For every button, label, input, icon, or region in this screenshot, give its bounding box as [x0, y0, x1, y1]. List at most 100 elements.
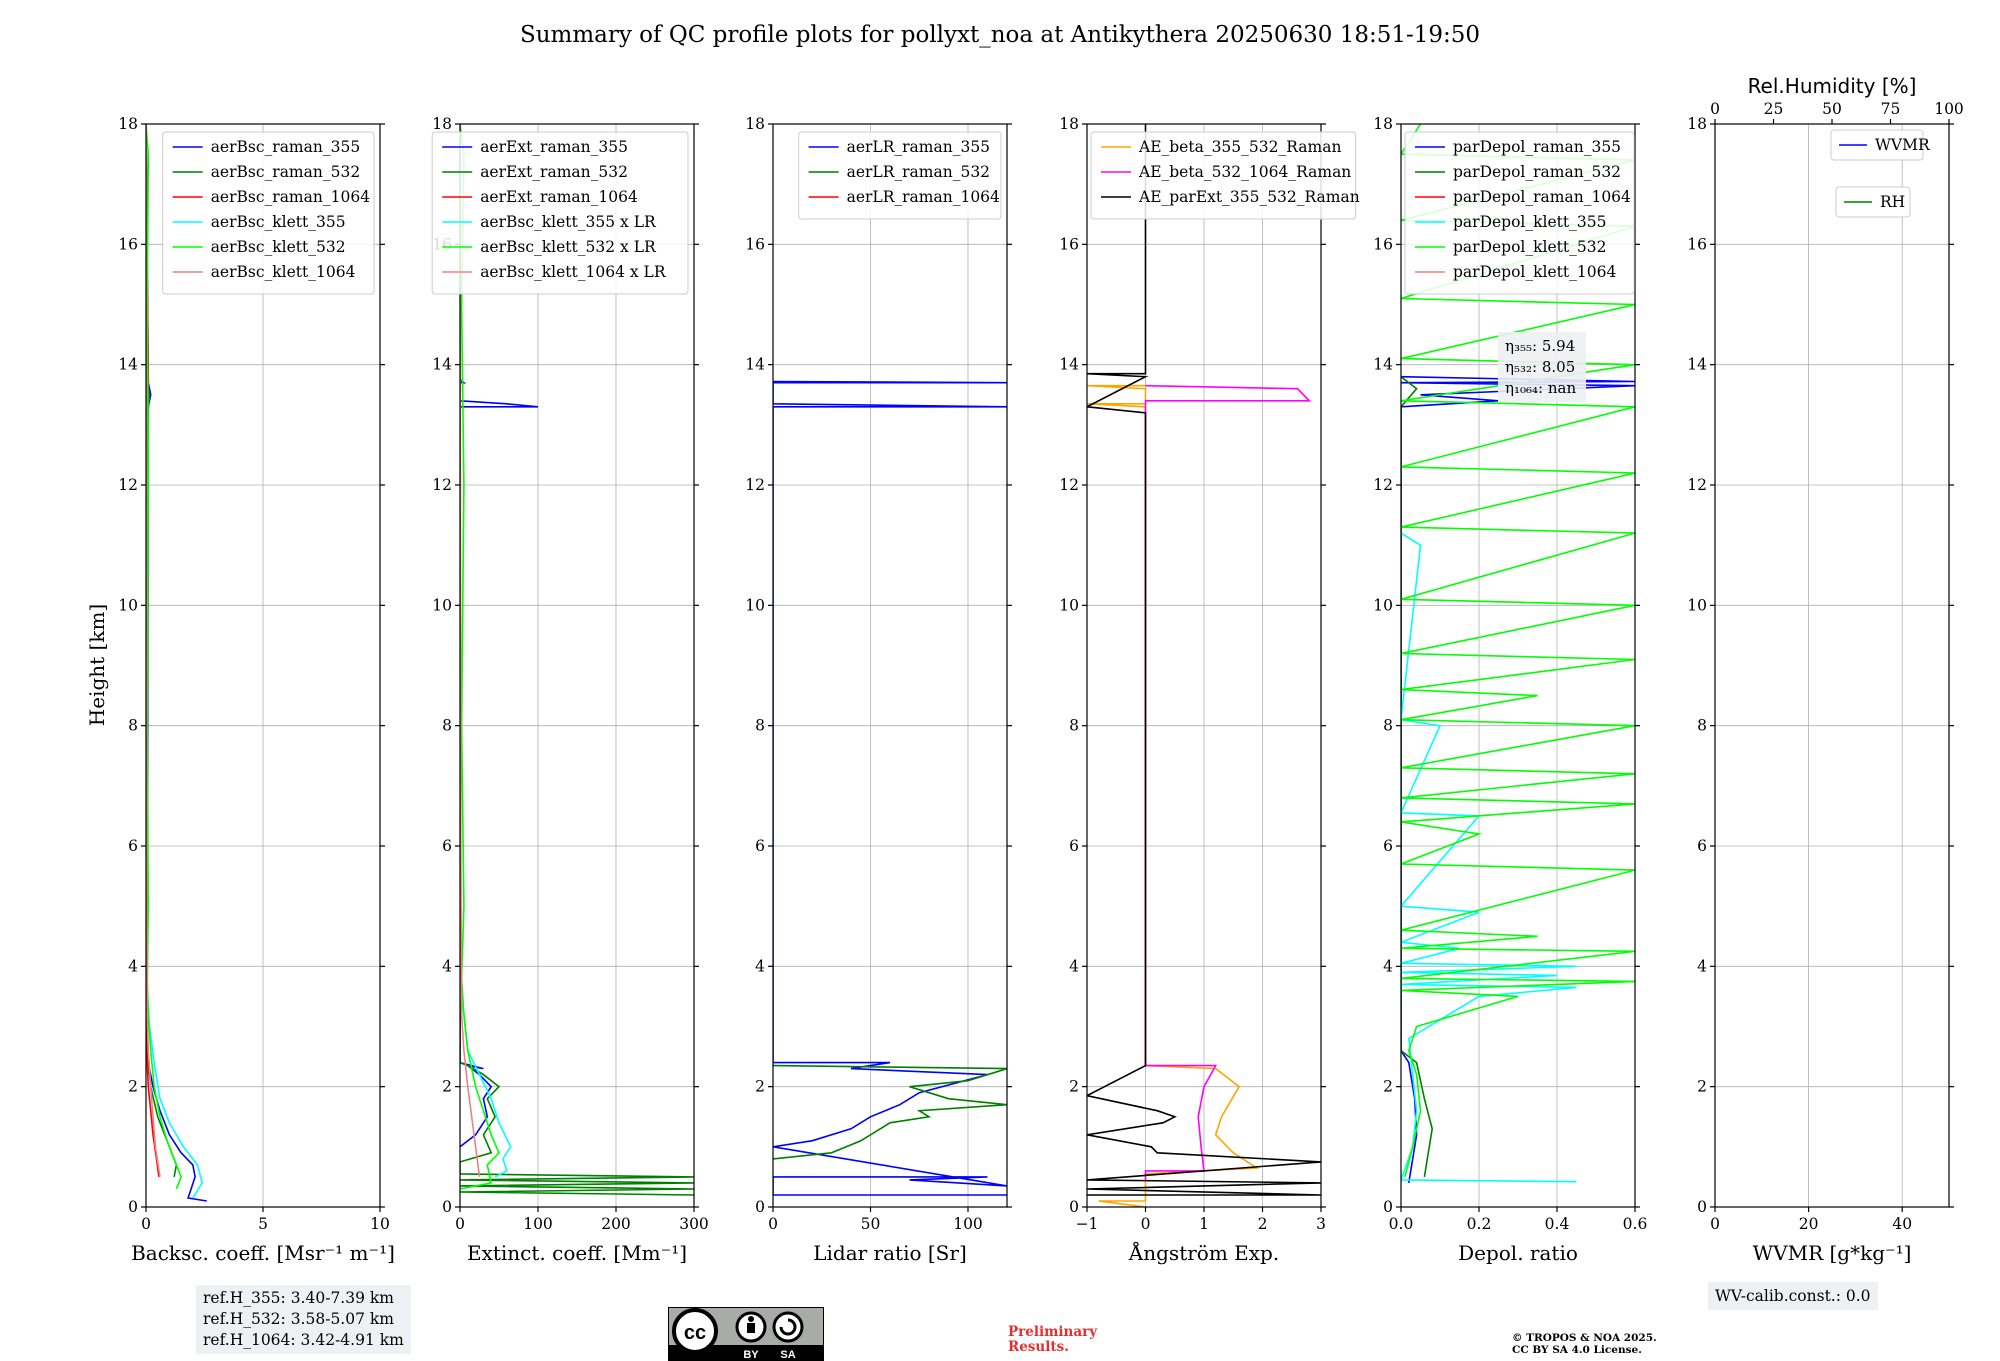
legend-box-RH: RH [1835, 186, 1911, 218]
y-tick-label: 10 [745, 596, 765, 614]
y-tick-label: 2 [755, 1078, 765, 1096]
y-tick-label: 14 [432, 356, 452, 374]
series-line-parDepol_raman_355 [1401, 375, 1635, 1184]
x-tick-label: 10 [370, 1215, 390, 1233]
legend-frame [1830, 129, 1924, 161]
y-tick-label: 2 [128, 1078, 138, 1096]
y-tick-label: 4 [1697, 957, 1707, 975]
y-tick-label: 10 [1059, 596, 1079, 614]
eta-annotation-line: η₅₃₂: 8.05 [1505, 358, 1575, 376]
legend: aerBsc_raman_355 aerBsc_raman_532 aerBsc_r… [162, 131, 375, 295]
y-tick-label: 14 [118, 356, 138, 374]
series-line-aerExt_raman_532 [460, 124, 694, 1196]
legend-label: parDepol_klett_532 [1453, 238, 1606, 256]
y-tick-label: 12 [1373, 476, 1393, 494]
legend: aerExt_raman_355 aerExt_raman_532 aerExt_r… [431, 131, 689, 295]
legend: AE_beta_355_532_Raman AE_beta_532_1064_Ra… [1090, 131, 1360, 220]
y-tick-label: 0 [755, 1198, 765, 1216]
y-tick-label: 18 [745, 115, 765, 133]
series-line-parDepol_raman_532 [1401, 376, 1434, 1178]
legend-label: parDepol_raman_355 [1453, 138, 1621, 156]
y-tick-label: 6 [1383, 837, 1393, 855]
x-tick-label: 0 [455, 1215, 465, 1233]
x-top-tick-label: 0 [1710, 100, 1720, 118]
y-axis-label: Height [km] [85, 604, 109, 726]
y-tick-label: 10 [118, 596, 138, 614]
y-tick-label: 10 [432, 596, 452, 614]
y-tick-label: 6 [128, 837, 138, 855]
y-tick-label: 16 [1059, 235, 1079, 253]
legend-label: WVMR [1875, 136, 1931, 154]
preliminary-line-2: Results. [1008, 1339, 1069, 1355]
x-tick-label: 100 [953, 1215, 983, 1233]
y-tick-label: 8 [128, 717, 138, 735]
legend-label: aerExt_raman_355 [480, 138, 628, 156]
axes-frame [1714, 123, 1950, 1208]
ref-height-1064: ref.H_1064: 3.42-4.91 km [203, 1331, 404, 1349]
y-tick-label: 16 [1373, 235, 1393, 253]
legend-label: aerBsc_klett_355 x LR [480, 213, 657, 231]
x-tick-label: 0 [1141, 1215, 1151, 1233]
panel-5: 0 2 4 6 8 10 12 14 16 18 0.0 0.2 0.4 0.6 Depol. ratio p… [1373, 115, 1647, 1265]
series-group [460, 124, 694, 1196]
legend-label: aerLR_raman_355 [847, 138, 990, 156]
copyright-line-1: © TROPOS & NOA 2025. [1512, 1332, 1657, 1344]
legend-label: parDepol_raman_532 [1453, 163, 1621, 181]
y-tick-label: 16 [745, 235, 765, 253]
series-line-aerBsc_klett_532 [146, 124, 182, 1190]
y-tick-label: 14 [1373, 356, 1393, 374]
series-line-aerExt_raman_355 [460, 124, 539, 1148]
legend-frame [1404, 131, 1635, 295]
x-tick-label: 5 [258, 1215, 268, 1233]
y-tick-label: 12 [1687, 476, 1707, 494]
copyright-line-2: CC BY SA 4.0 License. [1512, 1344, 1642, 1356]
legend-label: AE_beta_355_532_Raman [1138, 138, 1341, 156]
panel-3: 0 2 4 6 8 10 12 14 16 18 0 50 100 Lidar ratio [Sr] aer… [745, 115, 1012, 1265]
y-tick-label: 12 [118, 476, 138, 494]
y-tick-label: 0 [442, 1198, 452, 1216]
preliminary-note: Preliminary Results. [1008, 1325, 1097, 1355]
series-line-aerLR_raman_532 [773, 1064, 1007, 1160]
eta-annotation-line: η₃₅₅: 5.94 [1505, 337, 1575, 355]
legend-label: aerBsc_klett_1064 x LR [480, 263, 667, 281]
y-tick-label: 10 [1687, 596, 1707, 614]
y-tick-label: 6 [442, 837, 452, 855]
y-tick-label: 12 [1059, 476, 1079, 494]
legend-label: aerLR_raman_532 [847, 163, 990, 181]
y-tick-label: 14 [1687, 356, 1707, 374]
legend-label: parDepol_raman_1064 [1453, 188, 1631, 206]
cc-by-sa-license-icon: cc BY SA [668, 1307, 824, 1361]
x-tick-label: 0.2 [1467, 1215, 1492, 1233]
reference-height-box: ref.H_355: 3.40-7.39 km ref.H_532: 3.58-… [196, 1285, 411, 1354]
y-tick-label: 16 [118, 235, 138, 253]
copyright-note: © TROPOS & NOA 2025. CC BY SA 4.0 Licens… [1512, 1332, 1657, 1356]
x-tick-label: 1 [1199, 1215, 1209, 1233]
y-tick-label: 16 [1687, 235, 1707, 253]
x-tick-label: 0 [141, 1215, 151, 1233]
wv-calib-box: WV-calib.const.: 0.0 [1708, 1282, 1878, 1310]
series-line-AE_beta_532_1064_Raman [1144, 384, 1312, 1180]
legend-frame [1090, 131, 1357, 220]
y-tick-label: 2 [1383, 1078, 1393, 1096]
legend: parDepol_raman_355 parDepol_raman_532 parD… [1404, 131, 1635, 295]
y-tick-label: 2 [1069, 1078, 1079, 1096]
legend-label: aerExt_raman_532 [480, 163, 628, 181]
series-line-parDepol_klett_532 [1401, 124, 1635, 1178]
x-tick-label: 300 [679, 1215, 709, 1233]
x-tick-label: 50 [861, 1215, 881, 1233]
ref-height-532: ref.H_532: 3.58-5.07 km [203, 1310, 394, 1328]
y-tick-label: 4 [1069, 957, 1079, 975]
series-line-AE_beta_355_532_Raman [1087, 384, 1260, 1207]
x-tick-label: 3 [1316, 1215, 1326, 1233]
x-tick-label: 2 [1258, 1215, 1268, 1233]
cc-by-label: BY [743, 1349, 759, 1361]
x-top-axis-label: Rel.Humidity [%] [1748, 74, 1917, 98]
y-tick-label: 8 [755, 717, 765, 735]
x-axis-label: Extinct. coeff. [Mm⁻¹] [467, 1241, 687, 1265]
legend-frame [1835, 186, 1911, 218]
y-tick-label: 4 [442, 957, 452, 975]
y-tick-label: 6 [755, 837, 765, 855]
y-tick-label: 12 [745, 476, 765, 494]
